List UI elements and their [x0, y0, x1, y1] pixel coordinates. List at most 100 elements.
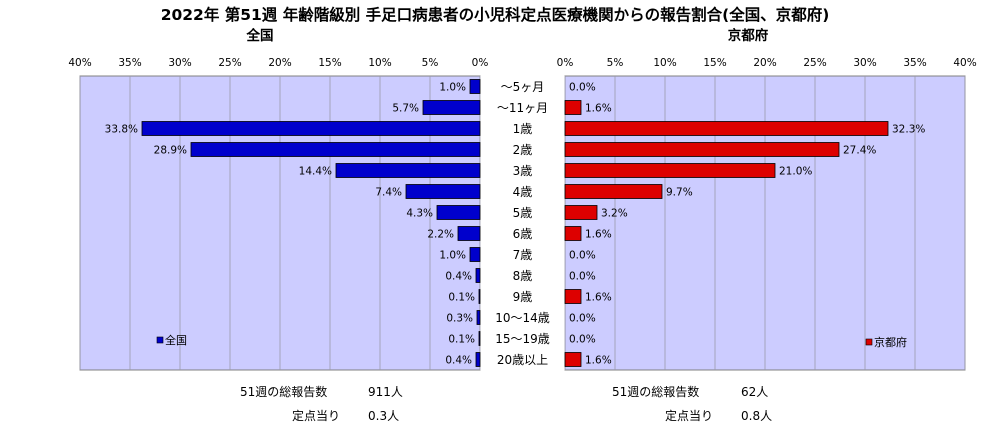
kyoto-bar	[564, 289, 582, 304]
kyoto-data-label: 0.0%	[569, 250, 596, 262]
left-tick-label: 40%	[68, 57, 91, 69]
left-tick-label: 25%	[218, 57, 241, 69]
kyoto-total-value: 62人	[741, 385, 768, 399]
national-bar	[475, 352, 481, 367]
national-per-label: 定点当り	[292, 408, 340, 423]
national-bar	[457, 226, 481, 241]
category-label: 6歳	[513, 227, 533, 241]
kyoto-per-label: 定点当り	[665, 408, 713, 423]
national-data-label: 1.0%	[439, 82, 466, 94]
national-per-value: 0.3人	[368, 409, 399, 423]
category-label: 3歳	[513, 164, 533, 178]
kyoto-data-label: 0.0%	[569, 334, 596, 346]
kyoto-bar	[564, 100, 582, 115]
kyoto-bar	[564, 163, 776, 178]
left-tick-label: 10%	[368, 57, 391, 69]
kyoto-bar	[564, 205, 598, 220]
national-data-label: 0.1%	[448, 292, 475, 304]
kyoto-bar	[564, 142, 840, 157]
category-label: 10～14歳	[495, 311, 550, 325]
legend-swatch-kyoto	[865, 338, 873, 346]
kyoto-per-value: 0.8人	[741, 409, 772, 423]
kyoto-data-label: 32.3%	[892, 124, 925, 136]
left-tick-label: 0%	[472, 57, 489, 69]
category-label: ～11ヶ月	[497, 101, 548, 115]
right-tick-label: 15%	[703, 57, 726, 69]
national-bar	[141, 121, 481, 136]
right-tick-label: 35%	[903, 57, 926, 69]
national-data-label: 1.0%	[439, 250, 466, 262]
kyoto-data-label: 0.0%	[569, 313, 596, 325]
national-bar	[478, 331, 481, 346]
kyoto-bar	[564, 121, 889, 136]
kyoto-data-label: 9.7%	[666, 187, 693, 199]
legend-label-kyoto: 京都府	[874, 335, 907, 349]
right-tick-label: 40%	[953, 57, 976, 69]
national-bar	[436, 205, 481, 220]
kyoto-data-label: 3.2%	[601, 208, 628, 220]
left-tick-label: 30%	[168, 57, 191, 69]
national-data-label: 7.4%	[375, 187, 402, 199]
right-tick-label: 5%	[607, 57, 624, 69]
category-label: ～5ヶ月	[501, 80, 545, 94]
national-data-label: 4.3%	[406, 208, 433, 220]
left-tick-label: 15%	[318, 57, 341, 69]
national-total-value: 911人	[368, 385, 403, 399]
category-label: 8歳	[513, 269, 533, 283]
kyoto-data-label: 21.0%	[779, 166, 812, 178]
kyoto-data-label: 1.6%	[585, 292, 612, 304]
national-bar	[475, 268, 481, 283]
national-bar	[476, 310, 481, 325]
left-panel-title: 全国	[246, 27, 274, 44]
right-tick-label: 20%	[753, 57, 776, 69]
category-label: 9歳	[513, 290, 533, 304]
national-data-label: 0.4%	[445, 355, 472, 367]
right-tick-label: 10%	[653, 57, 676, 69]
kyoto-bar	[564, 184, 663, 199]
category-label: 15～19歳	[495, 332, 550, 346]
left-tick-label: 5%	[422, 57, 439, 69]
category-column	[480, 76, 565, 370]
right-panel-title: 京都府	[728, 27, 769, 44]
kyoto-data-label: 27.4%	[843, 145, 876, 157]
kyoto-total-label: 51週の総報告数	[612, 384, 699, 399]
category-label: 1歳	[513, 122, 533, 136]
national-data-label: 33.8%	[105, 124, 138, 136]
national-bar	[469, 247, 481, 262]
kyoto-data-label: 0.0%	[569, 271, 596, 283]
legend-swatch-national	[156, 336, 164, 344]
national-bar	[405, 184, 481, 199]
chart-title: 2022年 第51週 年齢階級別 手足口病患者の小児科定点医療機関からの報告割合…	[161, 5, 830, 24]
category-label: 5歳	[513, 206, 533, 220]
kyoto-data-label: 0.0%	[569, 82, 596, 94]
national-data-label: 14.4%	[299, 166, 332, 178]
category-label: 4歳	[513, 185, 533, 199]
left-tick-label: 20%	[268, 57, 291, 69]
national-bar	[422, 100, 481, 115]
right-tick-label: 0%	[557, 57, 574, 69]
national-total-label: 51週の総報告数	[240, 384, 327, 399]
category-label: 20歳以上	[497, 353, 548, 367]
national-data-label: 0.3%	[446, 313, 473, 325]
national-data-label: 2.2%	[427, 229, 454, 241]
kyoto-bar	[564, 226, 582, 241]
right-tick-label: 30%	[853, 57, 876, 69]
national-bar	[335, 163, 481, 178]
right-tick-label: 25%	[803, 57, 826, 69]
kyoto-data-label: 1.6%	[585, 355, 612, 367]
national-data-label: 0.4%	[445, 271, 472, 283]
national-data-label: 5.7%	[392, 103, 419, 115]
national-bar	[478, 289, 481, 304]
kyoto-data-label: 1.6%	[585, 103, 612, 115]
category-label: 2歳	[513, 143, 533, 157]
national-data-label: 0.1%	[448, 334, 475, 346]
category-label: 7歳	[513, 248, 533, 262]
national-bar	[469, 79, 481, 94]
national-data-label: 28.9%	[154, 145, 187, 157]
kyoto-data-label: 1.6%	[585, 229, 612, 241]
national-bar	[190, 142, 481, 157]
left-tick-label: 35%	[118, 57, 141, 69]
kyoto-bar	[564, 352, 582, 367]
